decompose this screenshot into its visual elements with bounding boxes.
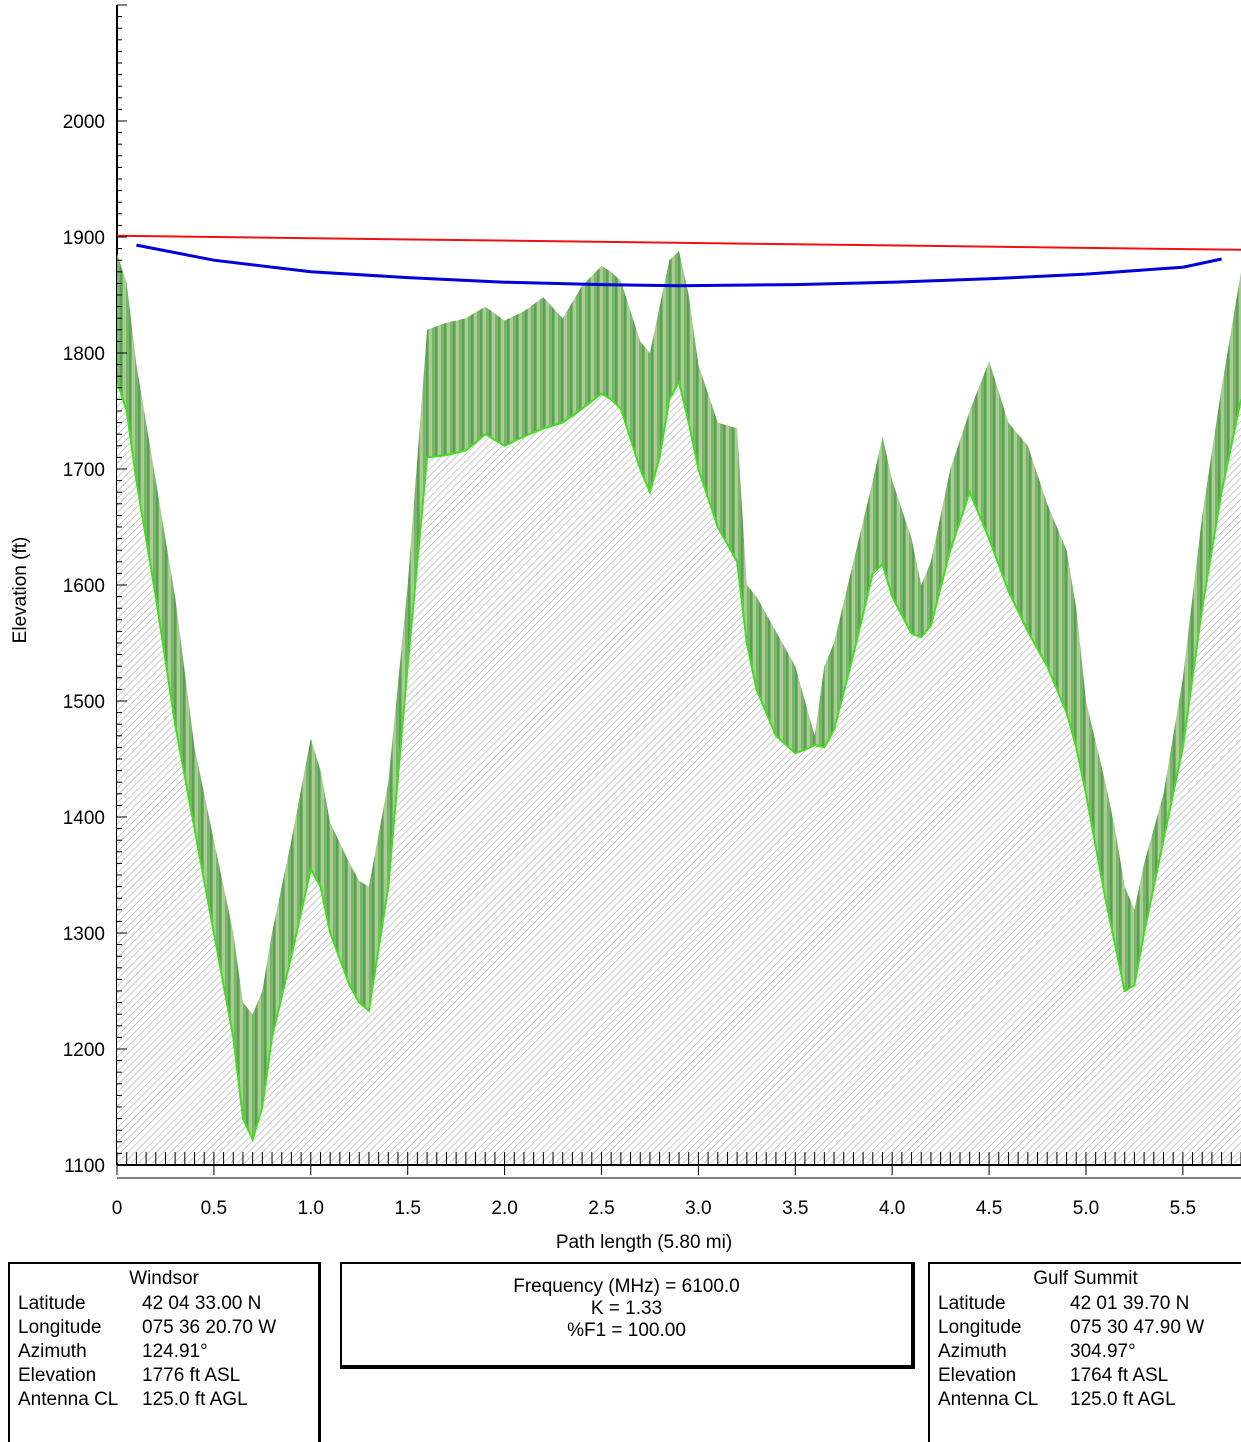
x-axis-label: Path length (5.80 mi) [556,1232,732,1253]
x-tick-label: 0.5 [201,1198,227,1219]
right-site-value: 1764 ft ASL [1070,1365,1169,1386]
y-axis-label: Elevation (ft) [10,537,31,644]
left-site-value: 075 36 20.70 W [142,1317,277,1338]
y-tick-label: 2000 [63,112,105,133]
x-tick-label: 3.5 [782,1198,808,1219]
right-site-row: Latitude 42 01 39.70 N [930,1292,1241,1316]
right-site-key: Longitude [938,1317,1022,1338]
x-tick-label: 4.5 [976,1198,1002,1219]
left-site-row: Azimuth 124.91° [10,1340,318,1364]
link-parameters-panel: Frequency (MHz) = 6100.0 K = 1.33 %F1 = … [340,1262,915,1369]
right-site-value: 42 01 39.70 N [1070,1293,1190,1314]
left-site-value: 125.0 ft AGL [142,1389,248,1410]
fresnel-zone-line [136,243,1222,288]
y-tick-label: 1500 [63,692,105,713]
left-site-value: 42 04 33.00 N [142,1293,262,1314]
left-site-row: Latitude 42 04 33.00 N [10,1292,318,1316]
right-site-row: Longitude 075 30 47.90 W [930,1316,1241,1340]
y-tick-label: 1900 [63,228,105,249]
right-site-value: 304.97° [1070,1341,1136,1362]
y-tick-label: 1800 [63,344,105,365]
left-site-key: Longitude [18,1317,102,1338]
x-tick-label: 4.0 [879,1198,905,1219]
terrain-fill [117,380,1241,1163]
right-site-key: Antenna CL [938,1389,1039,1410]
y-tick-label: 1700 [63,460,105,481]
left-site-name: Windsor [129,1268,199,1289]
left-site-key: Azimuth [18,1341,87,1362]
right-site-key: Latitude [938,1293,1006,1314]
x-tick-label: 2.0 [491,1198,517,1219]
clutter-band [117,250,1241,1140]
right-site-row: Azimuth 304.97° [930,1340,1241,1364]
x-tick-label: 1.5 [394,1198,420,1219]
x-tick-label: 2.5 [588,1198,614,1219]
left-site-value: 1776 ft ASL [142,1365,241,1386]
y-tick-label: 1600 [63,576,105,597]
line-of-sight-line [117,234,1241,251]
left-site-key: Latitude [18,1293,86,1314]
right-site-key: Elevation [938,1365,1017,1386]
left-site-key: Elevation [18,1365,97,1386]
right-site-name: Gulf Summit [1033,1268,1138,1289]
y-tick-label: 1300 [63,924,105,945]
left-site-row: Longitude 075 36 20.70 W [10,1316,318,1340]
k-factor-text: K = 1.33 [590,1298,663,1319]
right-site-row: Elevation 1764 ft ASL [930,1364,1241,1388]
left-site-row: Antenna CL 125.0 ft AGL [10,1388,318,1412]
left-site-value: 124.91° [142,1341,208,1362]
x-tick-label: 0 [112,1198,123,1219]
left-site-panel: Windsor Latitude 42 04 33.00 N Longitude 0… [8,1262,321,1442]
fresnel-percent-text: %F1 = 100.00 [567,1320,686,1341]
x-tick-label: 1.0 [298,1198,324,1219]
plot-area: 1100 1200 1300 1400 1500 1600 1700 1800 1900 2000… [63,4,1241,1219]
terrain-line [117,379,1241,1143]
y-tick-label: 1200 [63,1040,105,1061]
left-site-key: Antenna CL [18,1389,119,1410]
x-tick-label: 5.0 [1073,1198,1099,1219]
right-site-value: 125.0 ft AGL [1070,1389,1176,1410]
path-profile-chart: 1100 1200 1300 1400 1500 1600 1700 1800 1900 2000… [10,4,1241,1253]
left-site-row: Elevation 1776 ft ASL [10,1364,318,1388]
right-site-key: Azimuth [938,1341,1007,1362]
y-tick-label: 1400 [63,808,105,829]
x-tick-label: 5.5 [1170,1198,1196,1219]
x-tick-label: 3.0 [685,1198,711,1219]
right-site-panel: Gulf Summit Latitude 42 01 39.70 N Longit… [928,1262,1241,1442]
right-site-value: 075 30 47.90 W [1070,1317,1205,1338]
y-tick-label: 1100 [64,1156,105,1177]
frequency-text: Frequency (MHz) = 6100.0 [513,1276,740,1297]
right-site-row: Antenna CL 125.0 ft AGL [930,1388,1241,1412]
